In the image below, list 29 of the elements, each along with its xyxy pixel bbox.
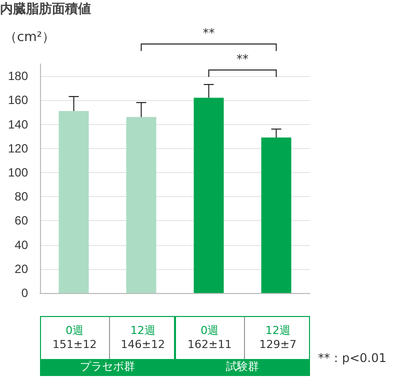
annotation: ** xyxy=(236,52,248,66)
data-label: 146±12 xyxy=(120,338,166,351)
x-tick-label: 0週 xyxy=(64,323,85,338)
y-tick-label: 60 xyxy=(14,214,28,228)
bar xyxy=(194,98,224,293)
y-tick-label: 0 xyxy=(21,286,28,300)
y-tick-label: 160 xyxy=(8,93,28,108)
text: プラセボ群 xyxy=(40,359,174,375)
x-tick-label: 0週 xyxy=(200,323,220,338)
text: 試験群 xyxy=(176,359,310,375)
data-label: 129±7 xyxy=(258,338,298,351)
text: **：p<0.01 xyxy=(318,350,386,367)
text: ** xyxy=(202,26,215,40)
bar xyxy=(261,138,292,293)
y-tick-label: 180 xyxy=(8,69,28,84)
y-tick-label: 120 xyxy=(8,141,28,156)
y-axis-title: （cm²） xyxy=(4,29,56,46)
y-tick-label: 140 xyxy=(8,117,28,132)
chart-title: 内臓脂肪面積値 xyxy=(0,1,91,18)
y-tick-label: 100 xyxy=(8,165,28,180)
bar xyxy=(58,111,89,293)
y-tick-label: 40 xyxy=(14,238,28,252)
data-label: 151±12 xyxy=(52,338,98,351)
x-tick-label: 12週 xyxy=(264,323,292,338)
x-tick-label: 12週 xyxy=(129,323,156,338)
y-tick-label: 20 xyxy=(14,262,28,276)
data-label: 162±11 xyxy=(186,338,233,351)
y-tick-label: 80 xyxy=(14,190,28,204)
bar xyxy=(126,117,156,293)
